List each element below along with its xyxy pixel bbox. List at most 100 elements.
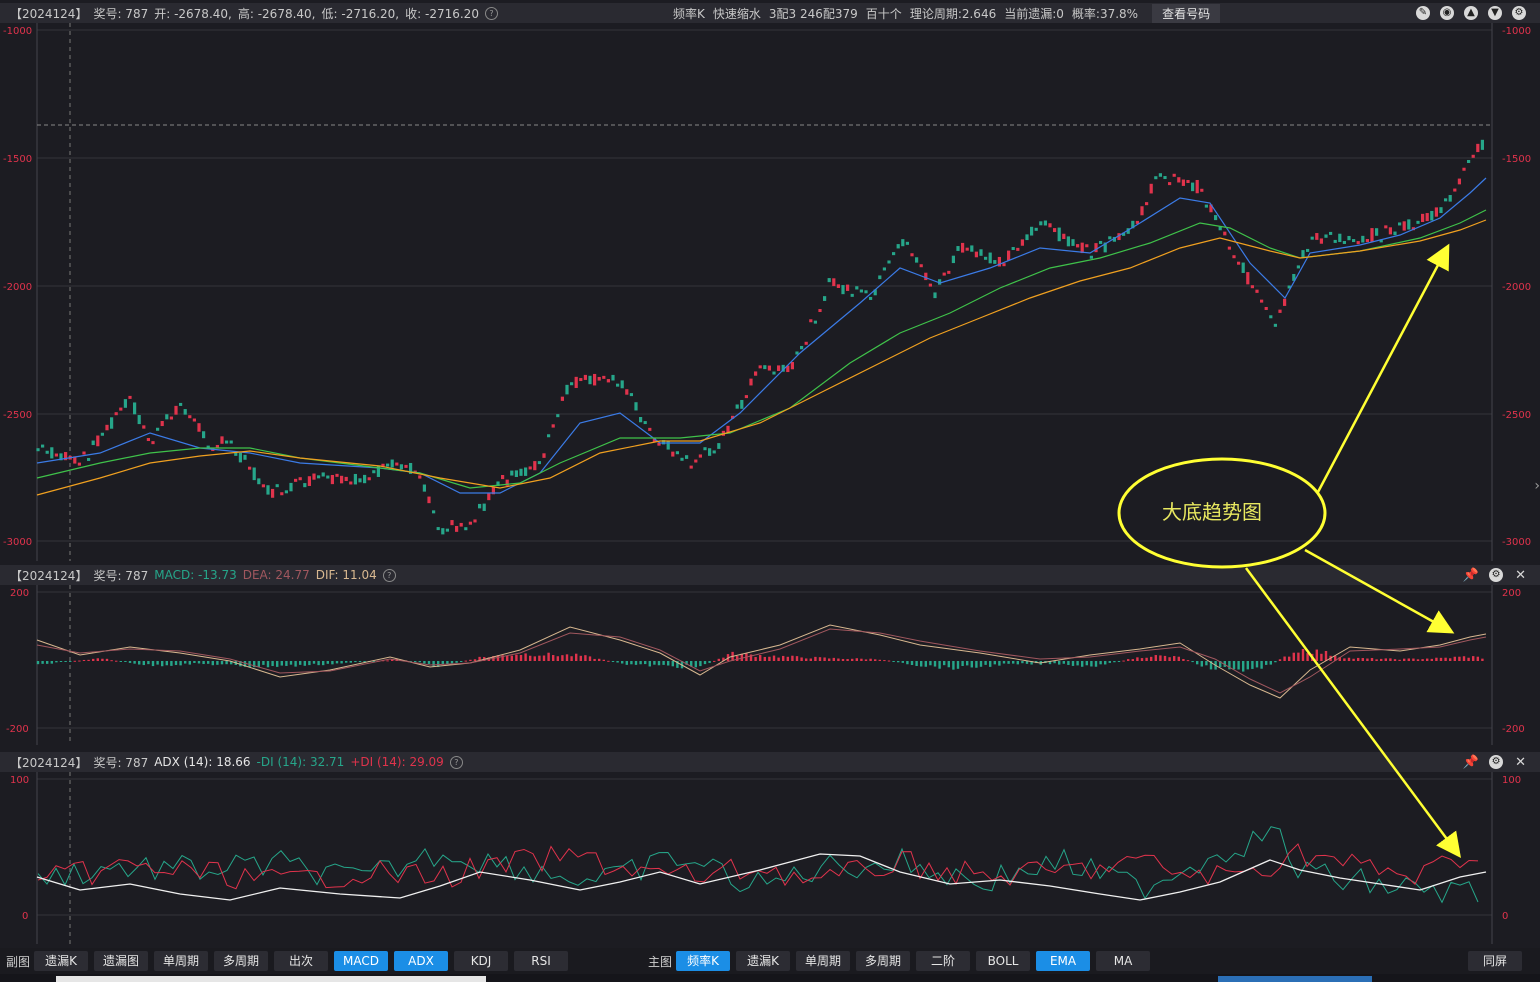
candle (386, 463, 390, 467)
candle (367, 477, 371, 481)
histogram-bar (326, 661, 329, 664)
histogram-bar (938, 661, 941, 669)
settings-icon[interactable]: ⚙ (1489, 568, 1504, 582)
histogram-bar (50, 661, 53, 664)
macd-chart[interactable]: 200 -200 200 -200 (0, 585, 1540, 745)
same-screen-button[interactable]: 同屏 (1468, 951, 1522, 971)
pin-icon[interactable]: 📌 (1462, 754, 1480, 770)
histogram-bar (915, 661, 918, 666)
ema-slow-line (36, 219, 1487, 496)
candle (1278, 309, 1282, 313)
help-icon[interactable]: ? (484, 6, 498, 20)
histogram-bar (441, 661, 444, 665)
scrollbar-thumb[interactable] (56, 976, 486, 982)
candle (105, 424, 109, 431)
candle (832, 278, 836, 287)
histogram-bar (763, 656, 766, 661)
candle (496, 481, 500, 487)
histogram-bar (1242, 661, 1245, 672)
histogram-bar (607, 660, 610, 662)
histogram-bar (1421, 659, 1424, 661)
histogram-bar (1278, 659, 1282, 661)
sub-button-kdj[interactable]: KDJ (454, 951, 509, 971)
candle (206, 445, 210, 449)
candle (910, 253, 914, 257)
candle (372, 470, 376, 474)
main-button-boll[interactable]: BOLL (976, 951, 1031, 971)
sub-button-adx[interactable]: ADX (394, 951, 449, 971)
candle (887, 260, 891, 264)
expand-right-icon[interactable]: › (1534, 478, 1540, 494)
adx-chart[interactable]: 100 0 100 0 (0, 772, 1540, 944)
sub-button-missing-k[interactable]: 遗漏K (34, 951, 89, 971)
candle (556, 414, 560, 418)
candle (266, 485, 270, 495)
candle (1227, 246, 1231, 250)
main-button-missing-k[interactable]: 遗漏K (736, 951, 791, 971)
histogram-bar (1288, 656, 1291, 661)
pin-icon[interactable]: 📌 (1462, 567, 1480, 583)
histogram-bar (519, 654, 523, 661)
help-icon[interactable]: ? (449, 755, 463, 769)
candle (59, 453, 63, 461)
plus-di-value: +DI (14): 29.09 (350, 755, 444, 769)
scrollbar-range[interactable] (1218, 976, 1372, 982)
candle (422, 484, 426, 492)
scrollbar-track[interactable] (0, 974, 1540, 982)
histogram-bar (1186, 660, 1190, 662)
candle (464, 527, 468, 531)
main-button-frequency-k[interactable]: 频率K (676, 951, 731, 971)
sub-button-missing-chart[interactable]: 遗漏图 (94, 951, 149, 971)
candle (970, 245, 974, 252)
candle (404, 464, 408, 468)
histogram-bar (630, 661, 633, 665)
main-button-single-period[interactable]: 单周期 (796, 951, 851, 971)
y-tick-label: -2000 (1502, 282, 1531, 293)
histogram-bar (1076, 661, 1079, 666)
histogram-bar (1122, 660, 1125, 662)
main-button-second-order[interactable]: 二阶 (916, 951, 971, 971)
histogram-bar (312, 661, 316, 664)
candle (749, 378, 753, 386)
sub-button-occurrences[interactable]: 出次 (274, 951, 329, 971)
visibility-icon[interactable]: ◉ (1440, 6, 1454, 20)
arrow-down-icon[interactable]: ▼ (1488, 6, 1502, 20)
candle (878, 275, 882, 280)
candle (142, 425, 146, 429)
candle (565, 384, 569, 395)
sub-button-macd[interactable]: MACD (334, 951, 389, 971)
settings-icon[interactable]: ⚙ (1512, 6, 1526, 20)
candle (501, 475, 505, 480)
candle (758, 365, 762, 369)
candle (1108, 236, 1112, 240)
edit-icon[interactable]: ✎ (1416, 6, 1430, 20)
main-button-ema[interactable]: EMA (1036, 951, 1091, 971)
candle (809, 319, 813, 323)
settings-icon[interactable]: ⚙ (1489, 755, 1504, 769)
histogram-bar (142, 661, 145, 666)
histogram-bar (676, 661, 679, 668)
help-icon[interactable]: ? (382, 568, 396, 582)
histogram-bar (768, 656, 771, 661)
histogram-bar (1352, 658, 1355, 661)
candlestick-chart[interactable]: -1000 -1500 -2000 -2500 -3000 -1000 -150… (0, 23, 1540, 561)
close-icon[interactable]: ✕ (1515, 567, 1526, 583)
issue-label: 【2024124】 (10, 568, 88, 583)
check-numbers-button[interactable]: 查看号码 (1152, 3, 1221, 23)
candle (225, 440, 229, 444)
candle (1016, 247, 1020, 251)
arrow-up-icon[interactable]: ▲ (1464, 6, 1478, 20)
main-button-ma[interactable]: MA (1096, 951, 1151, 971)
candle (358, 478, 362, 483)
candle (169, 416, 173, 420)
histogram-bar (1370, 657, 1374, 661)
main-button-multi-period[interactable]: 多周期 (856, 951, 911, 971)
candle (459, 522, 463, 527)
candle (363, 474, 367, 484)
sub-button-rsi[interactable]: RSI (514, 951, 569, 971)
histogram-bar (427, 661, 431, 664)
sub-button-single-period[interactable]: 单周期 (154, 951, 209, 971)
sub-button-multi-period[interactable]: 多周期 (214, 951, 269, 971)
histogram-bar (828, 658, 831, 661)
close-icon[interactable]: ✕ (1515, 754, 1526, 770)
